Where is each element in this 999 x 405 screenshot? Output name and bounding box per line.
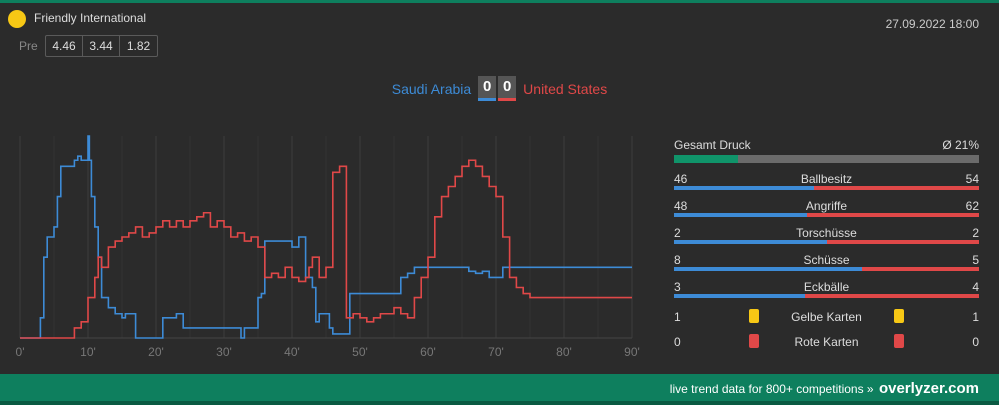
stat-row: 8 Schüsse 5 (674, 247, 979, 274)
away-score: 0 (498, 76, 517, 101)
pressure-trend-chart[interactable]: 0' 10' 20' 30' 40' 50' 60' 70' 80' 90' (0, 130, 650, 370)
footer-bottom-bar (0, 401, 999, 405)
stat-bar-home-fill (674, 213, 808, 217)
stat-home-value: 2 (674, 226, 681, 240)
odds-draw: 3.44 (83, 36, 120, 56)
home-team-name[interactable]: Saudi Arabia (391, 80, 472, 97)
stat-row: 3 Eckbälle 4 (674, 274, 979, 301)
stat-away-value: 62 (965, 199, 979, 213)
x-tick-label: 90' (624, 345, 640, 359)
match-datetime: 27.09.2022 18:00 (885, 17, 979, 31)
footer-text: live trend data for 800+ competitions » … (670, 380, 979, 397)
pressure-bar (674, 155, 979, 163)
pre-odds-label: Pre (19, 39, 38, 53)
card-row: 0 Rote Karten 0 (674, 330, 979, 355)
competition-flag-icon (8, 10, 26, 28)
pressure-label: Gesamt Druck (674, 138, 751, 152)
pressure-bar-fill (674, 155, 739, 163)
x-tick-label: 40' (284, 345, 300, 359)
stat-bar (674, 186, 979, 190)
x-tick-label: 20' (148, 345, 164, 359)
stat-bar (674, 294, 979, 298)
home-score: 0 (478, 76, 497, 101)
stat-away-value: 2 (972, 226, 979, 240)
stat-bar-home-fill (674, 294, 805, 298)
yellow-card-icon (894, 309, 904, 323)
red-card-icon (749, 334, 759, 348)
stat-away-value: 5 (972, 253, 979, 267)
top-accent-bar (0, 0, 999, 3)
footer-banner[interactable]: live trend data for 800+ competitions » … (0, 374, 999, 401)
odds-home: 4.46 (46, 36, 83, 56)
x-tick-label: 70' (488, 345, 504, 359)
card-name: Gelbe Karten (791, 310, 862, 324)
away-team-name[interactable]: United States (523, 80, 608, 97)
home-trend-line (20, 135, 632, 339)
stat-bar (674, 267, 979, 271)
stat-home-value: 3 (674, 280, 681, 294)
pre-match-odds: 4.46 3.44 1.82 (45, 35, 158, 57)
trend-chart-svg: 0' 10' 20' 30' 40' 50' 60' 70' 80' 90' (16, 135, 640, 359)
stat-bar-home-fill (674, 240, 827, 244)
away-trend-line (20, 159, 632, 339)
card-name: Rote Karten (794, 335, 859, 349)
x-tick-label: 50' (352, 345, 368, 359)
stat-row: 48 Angriffe 62 (674, 193, 979, 220)
stat-rows: 46 Ballbesitz 54 48 Angriffe 62 2 Torschüsse 2 8 S… (674, 166, 979, 301)
odds-away: 1.82 (126, 39, 151, 53)
x-tick-label: 10' (80, 345, 96, 359)
card-rows: 1 Gelbe Karten 1 0 Rote Karten 0 (674, 305, 979, 355)
stat-bar (674, 240, 979, 244)
scoreline: Saudi Arabia 0 0 United States (0, 76, 999, 101)
stat-home-value: 8 (674, 253, 681, 267)
card-row: 1 Gelbe Karten 1 (674, 305, 979, 330)
stat-name: Schüsse (803, 253, 850, 267)
stat-bar-home-fill (674, 186, 815, 190)
x-tick-label: 80' (556, 345, 572, 359)
card-home-value: 0 (674, 335, 681, 349)
pressure-value: Ø 21% (942, 138, 979, 152)
stat-name: Angriffe (805, 199, 848, 213)
x-tick-label: 30' (216, 345, 232, 359)
stat-row: 46 Ballbesitz 54 (674, 166, 979, 193)
card-away-value: 0 (972, 335, 979, 349)
stat-bar-home-fill (674, 267, 862, 271)
stats-panel: Gesamt Druck Ø 21% 46 Ballbesitz 54 48 Angri… (674, 138, 979, 355)
stat-row: 2 Torschüsse 2 (674, 220, 979, 247)
footer-brand[interactable]: overlyzer.com (878, 380, 979, 397)
x-tick-label: 0' (16, 345, 25, 359)
red-card-icon (894, 334, 904, 348)
stat-name: Eckbälle (803, 280, 850, 294)
pressure-row: Gesamt Druck Ø 21% (674, 138, 979, 154)
stat-bar (674, 213, 979, 217)
competition-name: Friendly International (34, 11, 147, 25)
stat-home-value: 48 (674, 199, 688, 213)
x-tick-label: 60' (420, 345, 436, 359)
stat-name: Torschüsse (796, 226, 857, 240)
footer-tagline: live trend data for 800+ competitions » (669, 382, 874, 396)
yellow-card-icon (749, 309, 759, 323)
card-away-value: 1 (972, 310, 979, 324)
stat-away-value: 4 (972, 280, 979, 294)
stat-name: Ballbesitz (800, 172, 853, 186)
stat-home-value: 46 (674, 172, 688, 186)
stat-away-value: 54 (965, 172, 979, 186)
card-home-value: 1 (674, 310, 681, 324)
